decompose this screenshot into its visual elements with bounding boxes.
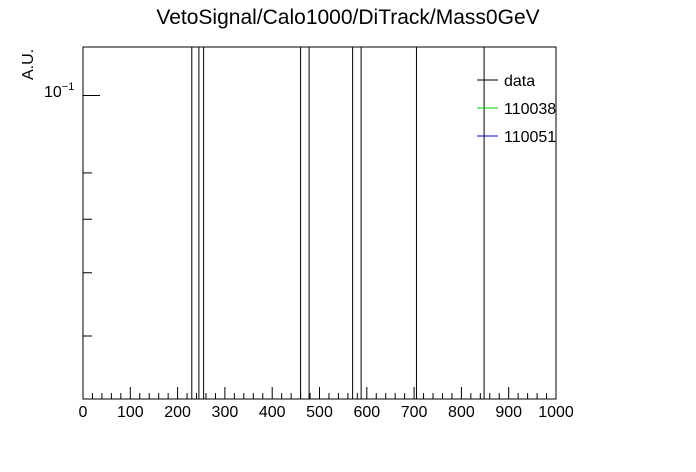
y-tick-labels: 10−1 <box>44 81 74 101</box>
x-tick-label: 700 <box>401 404 428 421</box>
x-tick-label: 200 <box>164 404 191 421</box>
chart-title: VetoSignal/Calo1000/DiTrack/Mass0GeV <box>156 6 539 29</box>
x-tick-label: 400 <box>259 404 286 421</box>
x-tick-label: 800 <box>448 404 475 421</box>
x-tick-label: 900 <box>495 404 522 421</box>
x-tick-label: 600 <box>353 404 380 421</box>
data-spikes <box>191 47 485 399</box>
y-tick-label-exponent: −1 <box>62 81 75 93</box>
y-tick-label-0.1: 10−1 <box>44 81 74 101</box>
x-tick-label: 0 <box>79 404 88 421</box>
x-tick-labels: 0 100 200 300 400 500 600 700 800 900 1000 <box>79 404 574 421</box>
y-axis-label: A.U. <box>20 49 37 80</box>
x-tick-label: 500 <box>306 404 333 421</box>
y-tick-label-base: 10 <box>44 84 62 101</box>
legend-label: data <box>504 73 535 90</box>
legend: data 110038 110051 <box>477 73 556 146</box>
x-tick-label: 300 <box>212 404 239 421</box>
legend-label: 110038 <box>504 101 556 118</box>
x-tick-label: 1000 <box>538 404 574 421</box>
plot-frame <box>82 46 557 400</box>
x-tick-label: 100 <box>117 404 144 421</box>
legend-label: 110051 <box>504 129 556 146</box>
axis-ticks <box>82 94 557 399</box>
